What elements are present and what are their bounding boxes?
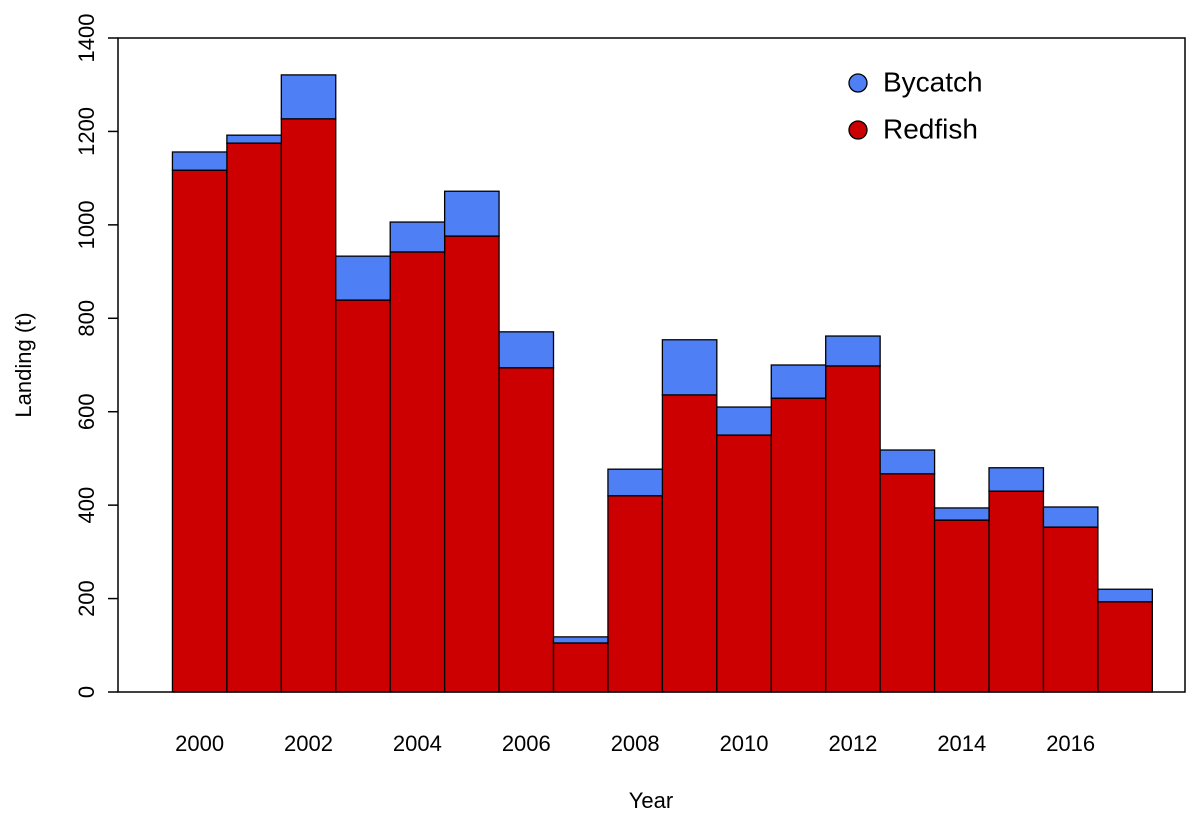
legend: Bycatch Redfish [848,66,983,144]
bar-segment [335,255,391,301]
bar-segment [879,473,936,693]
y-tick-label: 200 [74,580,99,617]
legend-label: Bycatch [883,66,983,97]
bar-segment [933,507,990,521]
bar-segment [661,394,718,693]
bar-segment [443,235,500,693]
bar-segment [770,397,827,693]
bar-segment [1042,506,1099,528]
bar-segment [389,251,446,693]
y-tick-label: 800 [74,300,99,337]
bar-segment [879,449,936,475]
x-tick-label: 2010 [720,731,769,756]
bar-segment [607,495,664,693]
x-tick-label: 2008 [611,731,660,756]
bar-segment [716,406,772,436]
plot-frame [117,37,1186,693]
bar-segment [389,221,446,253]
y-tick-label: 1200 [74,107,99,156]
bar-segment [280,118,337,693]
legend-marker [848,120,868,140]
bar-segment [335,299,391,693]
y-tick-label: 1400 [74,14,99,63]
bar-segment [1097,588,1153,603]
bar-segment [443,190,500,237]
y-axis-title: Landing (t) [11,312,36,417]
bar-segment [1097,601,1153,693]
bar-segment [498,331,555,369]
bar-segment [498,367,555,693]
bar-segment [226,134,282,144]
bar-segment [770,364,827,399]
bar-segment [661,339,718,396]
y-tick-label: 400 [74,487,99,524]
bar-segment [552,642,609,693]
bar-segment [933,519,990,693]
bar-segment [171,151,228,171]
x-axis-title: Year [629,788,673,813]
x-tick-label: 2002 [284,731,333,756]
x-tick-label: 2012 [828,731,877,756]
y-tick-label: 1000 [74,200,99,249]
x-tick-label: 2004 [393,731,442,756]
bar-segment [607,468,664,497]
x-tick-label: 2000 [175,731,224,756]
bar-segment [552,636,609,644]
bar-segment [825,365,881,693]
x-tick-label: 2006 [502,731,551,756]
y-tick-label: 0 [74,686,99,698]
legend-marker [848,73,868,93]
bar-segment [171,169,228,693]
x-tick-label: 2016 [1046,731,1095,756]
y-tick-label: 600 [74,393,99,430]
bar-segment [988,490,1045,693]
bar-segment [716,434,772,693]
bar-segment [226,142,282,693]
legend-label: Redfish [883,113,978,144]
bar-segment [1042,526,1099,693]
bar-segment [825,335,881,367]
x-tick-label: 2014 [937,731,986,756]
bar-segment [988,467,1045,492]
bar-segment [280,74,337,120]
